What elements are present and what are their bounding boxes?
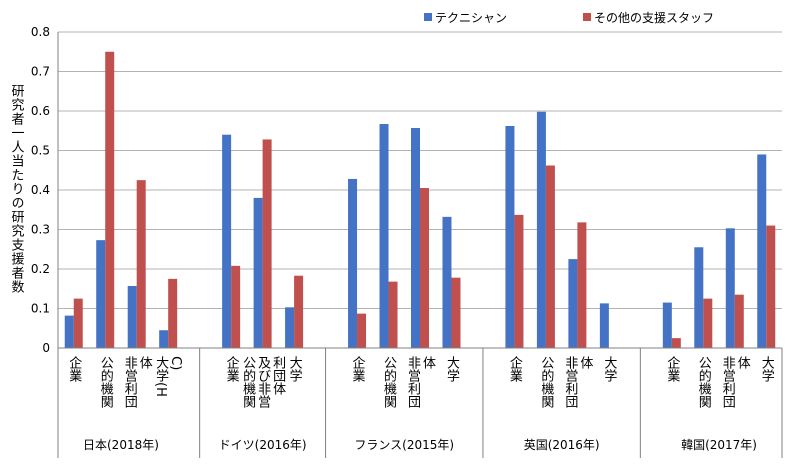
y-axis-label: 研究者一人当たりの研究支援者数 [9,84,25,294]
bar [294,275,304,348]
category-label: 企業 [664,355,680,382]
bar [599,303,609,348]
category-label: 非営利団体 [122,356,153,409]
bar [253,197,263,348]
bar [514,214,524,348]
bar [105,51,115,348]
y-tick-label: 0.7 [31,65,50,79]
legend: テクニシャン その他の支援スタッフ [424,11,714,25]
group-label: 日本(2018年) [83,438,159,452]
bar [536,111,546,348]
bar [766,225,776,348]
bar [127,285,137,348]
bar [734,294,744,348]
bar [379,124,389,348]
y-tick-label: 0.3 [31,223,50,237]
group-label: 英国(2016年) [524,438,600,452]
y-tick-label: 0.5 [31,144,50,158]
category-label: 企業 [66,355,82,382]
bar [285,307,295,348]
bar [703,298,713,348]
legend-label: その他の支援スタッフ [594,11,714,25]
group-label: ドイツ(2016年) [219,438,307,452]
bar [262,139,272,348]
bar [388,281,398,348]
bar [451,277,461,348]
bars [64,51,776,348]
bar [96,240,106,348]
bar [671,338,681,348]
bar [357,313,367,348]
bar [568,259,578,348]
category-labels: 企業 公的機関 非営利団体 大学(HC) 企業 公的機関及び非営利団体 大学 企業 公的機関 非営… [66,355,774,409]
bar [222,134,232,348]
category-label: 大学 [601,356,617,382]
y-tick-label: 0.8 [31,25,50,39]
bar [159,330,169,348]
bar [168,278,178,348]
bar [348,178,358,348]
bar [136,180,146,348]
bar [505,126,515,348]
bar [411,127,420,348]
category-label: 非営利団体 [405,356,436,409]
bar [694,247,704,348]
legend-swatch [424,13,432,21]
group-label: 韓国(2017年) [681,438,757,452]
category-label: 公的機関 [696,356,712,409]
y-tick-label: 0.1 [31,302,50,316]
bar [231,265,241,348]
group-labels: 日本(2018年) ドイツ(2016年) フランス(2015年) 英国(2016年) 韓… [83,438,757,452]
group-label: フランス(2015年) [354,438,454,452]
category-label: 大学 [759,356,775,382]
category-label: 公的機関 [98,356,114,409]
bar [662,302,672,348]
category-label: 公的機関 [381,356,397,409]
category-label: 大学 [287,356,303,382]
y-tick-label: 0.4 [31,183,50,197]
bar [442,216,452,348]
category-label: 非営利団体 [720,356,751,409]
axes [57,32,783,458]
category-label: 企業 [350,355,366,382]
category-label: 大学 [444,356,460,382]
bar [73,298,83,348]
y-tick-label: 0.2 [31,262,50,276]
bar [64,315,74,348]
bar [545,165,555,348]
category-label: 大学(HC) [153,356,183,397]
bar [577,222,587,348]
category-label: 非営利団体 [562,356,593,409]
legend-label: テクニシャン [435,11,507,25]
category-label: 公的機関 [538,356,554,409]
bar [757,154,767,348]
y-tick-label: 0.6 [31,104,50,118]
legend-swatch [583,13,591,21]
bar [725,228,735,348]
y-axis-title: 研究者一人当たりの研究支援者数 [9,84,25,294]
category-label: 企業 [224,355,240,382]
y-tick-labels: 0 0.1 0.2 0.3 0.4 0.5 0.6 0.7 0.8 [31,25,50,355]
bar [420,188,429,348]
category-label: 企業 [507,355,523,382]
y-tick-label: 0 [42,341,50,355]
category-label: 公的機関及び非営利団体 [240,356,286,409]
